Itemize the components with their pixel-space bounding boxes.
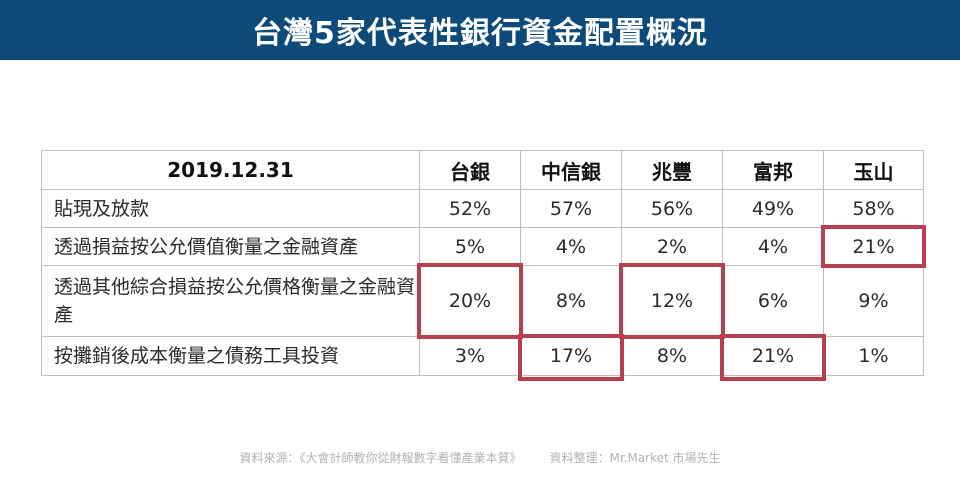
highlighted-cell: 12% [619, 263, 725, 339]
table-cell: 58% [823, 189, 924, 228]
row-label: 透過損益按公允價值衡量之金融資產 [41, 227, 420, 266]
bank-header: 中信銀 [520, 150, 622, 190]
table-cell: 9% [823, 265, 924, 337]
bank-header: 玉山 [823, 150, 924, 190]
bank-header: 富邦 [722, 150, 824, 190]
table-cell: 8% [520, 265, 622, 337]
table-row: 透過其他綜合損益按公允價格衡量之金融資產 20% 8% 12% 6% 9% [41, 263, 924, 339]
row-label: 按攤銷後成本衡量之債務工具投資 [41, 336, 420, 376]
table-header-row: 2019.12.31 台銀 中信銀 兆豐 富邦 玉山 [41, 150, 924, 190]
table-cell: 2% [621, 227, 723, 266]
table-cell: 3% [419, 336, 521, 376]
source-credit: 資料來源：《大會計師教你從財報數字看懂產業本質》 [239, 451, 522, 465]
table-row: 按攤銷後成本衡量之債務工具投資 3% 17% 8% 21% 1% [41, 334, 924, 381]
table-row: 透過損益按公允價值衡量之金融資產 5% 4% 2% 4% 21% [41, 225, 926, 268]
title-banner: 台灣5家代表性銀行資金配置概況 [0, 0, 960, 60]
table-row: 貼現及放款 52% 57% 56% 49% 58% [41, 189, 924, 228]
page-title: 台灣5家代表性銀行資金配置概況 [252, 16, 708, 51]
table-cell: 4% [520, 227, 622, 266]
highlighted-cell: 21% [720, 334, 826, 381]
bank-header: 兆豐 [621, 150, 723, 190]
table-cell: 8% [621, 336, 723, 376]
table-cell: 6% [722, 265, 824, 337]
cell-value: 17% [549, 345, 593, 367]
highlighted-cell: 21% [821, 225, 926, 268]
table-cell: 49% [722, 189, 824, 228]
table-cell: 1% [823, 336, 924, 376]
cell-value: 21% [852, 235, 895, 258]
table-cell: 4% [722, 227, 824, 266]
row-label: 貼現及放款 [41, 189, 420, 228]
table-cell: 57% [520, 189, 622, 228]
table-cell: 56% [621, 189, 723, 228]
highlighted-cell: 17% [518, 334, 624, 381]
compiled-by: 資料整理：Mr.Market 市場先生 [549, 451, 721, 465]
cell-value: 20% [448, 290, 492, 312]
date-header: 2019.12.31 [41, 150, 420, 190]
highlighted-cell: 20% [417, 263, 523, 339]
table-cell: 52% [419, 189, 521, 228]
footer-source: 資料來源：《大會計師教你從財報數字看懂產業本質》 資料整理：Mr.Market 市… [0, 449, 960, 466]
cell-value: 12% [650, 290, 694, 312]
bank-header: 台銀 [419, 150, 521, 190]
table-cell: 5% [419, 227, 521, 266]
allocation-table: 2019.12.31 台銀 中信銀 兆豐 富邦 玉山 貼現及放款 52% 57%… [41, 150, 926, 381]
row-label: 透過其他綜合損益按公允價格衡量之金融資產 [41, 265, 420, 337]
cell-value: 21% [751, 345, 795, 367]
